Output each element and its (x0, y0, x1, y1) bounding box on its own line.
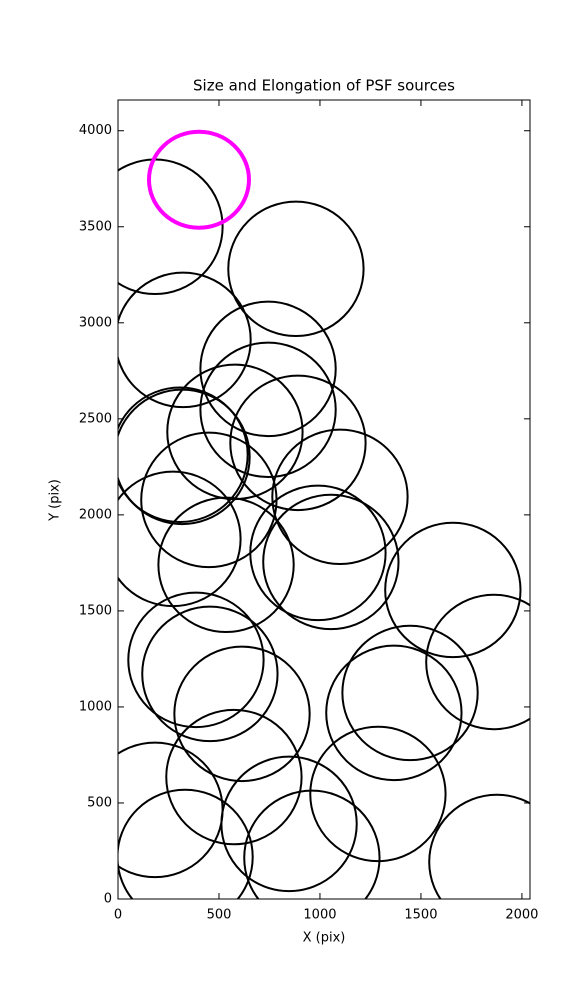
psf-ellipse (227, 200, 365, 338)
y-tick-label: 0 (104, 892, 112, 907)
psf-ellipse (118, 388, 251, 526)
y-tick-label: 1000 (79, 699, 112, 714)
psf-ellipse (118, 788, 254, 899)
y-tick-label: 4000 (79, 123, 112, 138)
psf-ellipse (243, 789, 381, 899)
plot-area (118, 129, 530, 899)
psf-ellipse (309, 725, 447, 863)
psf-ellipse (425, 593, 530, 731)
psf-ellipse (428, 793, 530, 899)
psf-ellipse (127, 591, 265, 729)
x-tick-label: 1000 (303, 908, 336, 923)
y-tick-label: 1500 (79, 603, 112, 618)
psf-ellipse (173, 645, 311, 783)
y-tick-label: 500 (87, 795, 112, 810)
y-tick-label: 2000 (79, 507, 112, 522)
psf-ellipse (157, 496, 295, 634)
psf-ellipse (165, 708, 303, 846)
psf-ellipse (229, 374, 367, 512)
psf-ellipse (141, 605, 279, 743)
psf-ellipse (220, 755, 358, 893)
psf-ellipse (199, 341, 337, 479)
psf-ellipse (199, 300, 337, 438)
psf-ellipse (325, 644, 463, 782)
y-tick-label: 3500 (79, 219, 112, 234)
plot-frame (117, 99, 531, 900)
x-tick-label: 1500 (404, 908, 437, 923)
x-tick-label: 2000 (505, 908, 538, 923)
psf-ellipse (249, 484, 387, 622)
y-tick-label: 2500 (79, 411, 112, 426)
x-tick-label: 0 (114, 908, 122, 923)
psf-ellipse (118, 386, 249, 523)
y-tick-label: 3000 (79, 315, 112, 330)
x-tick-label: 500 (207, 908, 232, 923)
psf-ellipse (341, 624, 479, 762)
x-axis-label: X (pix) (303, 931, 346, 946)
psf-ellipse (147, 129, 251, 230)
psf-ellipse (262, 493, 400, 631)
chart-title: Size and Elongation of PSF sources (193, 77, 455, 95)
psf-ellipse (384, 521, 522, 659)
psf-ellipse (271, 428, 409, 566)
psf-ellipse (118, 271, 252, 409)
y-axis-label: Y (pix) (48, 479, 63, 522)
